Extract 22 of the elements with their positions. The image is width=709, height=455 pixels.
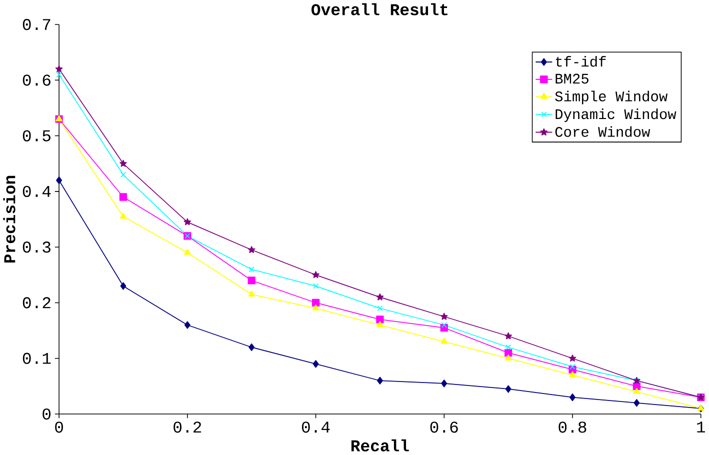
y-tick-label: 0.6 bbox=[22, 74, 50, 86]
x-tick-label: 0.4 bbox=[302, 422, 330, 433]
x-tick-label: 0.2 bbox=[174, 422, 202, 433]
legend-label: tf-idf bbox=[556, 56, 606, 67]
x-tick-label: 0.6 bbox=[430, 422, 458, 433]
chart-title: Overall Result bbox=[312, 3, 448, 16]
y-tick-label: 0.1 bbox=[22, 352, 51, 364]
x-tick-label: 1 bbox=[697, 422, 705, 433]
legend-label: Simple Window bbox=[555, 90, 668, 104]
y-tick-label: 0.3 bbox=[22, 242, 50, 253]
x-axis-title: Recall bbox=[351, 440, 409, 452]
y-tick-label: 0.2 bbox=[22, 297, 50, 308]
y-axis-title: Precision bbox=[3, 176, 16, 263]
legend-label: BM25 bbox=[556, 74, 588, 84]
legend-label: Core Window bbox=[555, 126, 650, 138]
y-tick-label: 0 bbox=[42, 408, 50, 420]
x-tick-label: 0.8 bbox=[558, 422, 586, 433]
y-tick-label: 0.4 bbox=[22, 186, 51, 198]
y-tick-label: 0.7 bbox=[22, 19, 50, 30]
legend-label: Dynamic Window bbox=[556, 108, 676, 122]
y-tick-label: 0.5 bbox=[22, 130, 50, 142]
x-tick-label: 0 bbox=[55, 422, 63, 433]
